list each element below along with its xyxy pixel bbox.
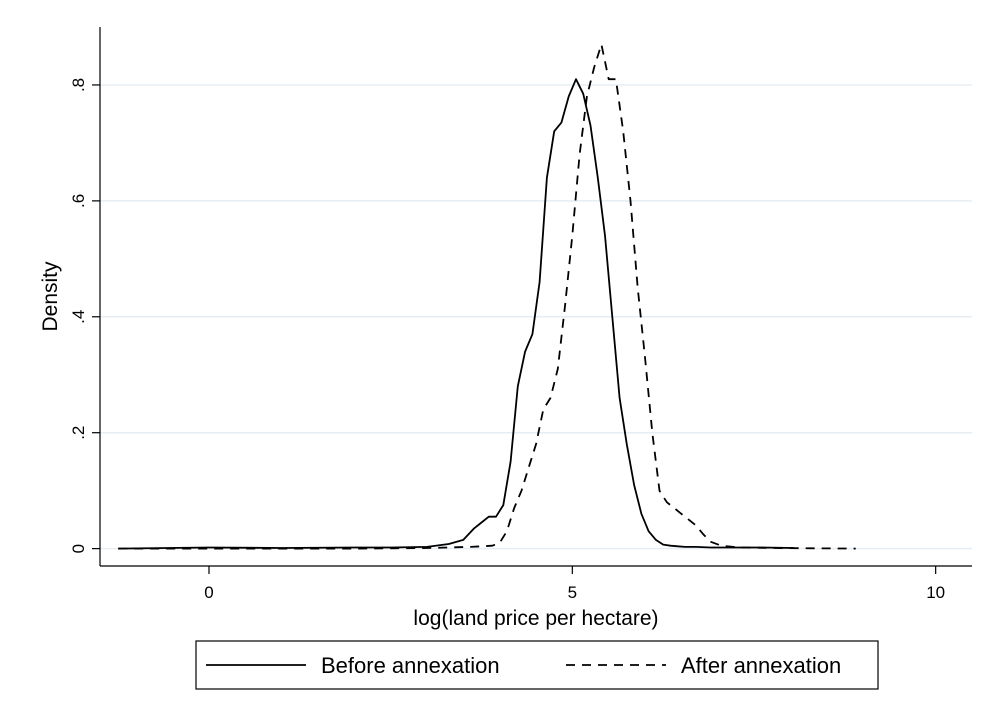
tick-marks: 0 .2 .4 .6 .8 0 5 10 [69,78,945,602]
y-tick-label-4: .8 [69,78,88,92]
y-tick-label-3: .6 [69,194,88,208]
y-tick-label-0: 0 [69,544,88,553]
y-tick-label-2: .4 [69,310,88,324]
x-tick-label-2: 10 [926,583,945,602]
series-line-after [118,43,856,550]
x-tick-label-1: 5 [568,583,577,602]
y-tick-label-1: .2 [69,426,88,440]
legend-label-after: After annexation [681,653,841,678]
legend-box [195,640,879,690]
x-axis-title: log(land price per hectare) [413,607,658,630]
x-tick-label-0: 0 [204,583,213,602]
axes [99,27,972,567]
y-axis-title: Density [39,261,62,332]
grid-lines [100,84,972,550]
series-line-before [118,78,795,550]
series-lines [118,43,856,550]
legend-label-before: Before annexation [321,653,500,678]
legend: Before annexation After annexation [195,640,879,690]
